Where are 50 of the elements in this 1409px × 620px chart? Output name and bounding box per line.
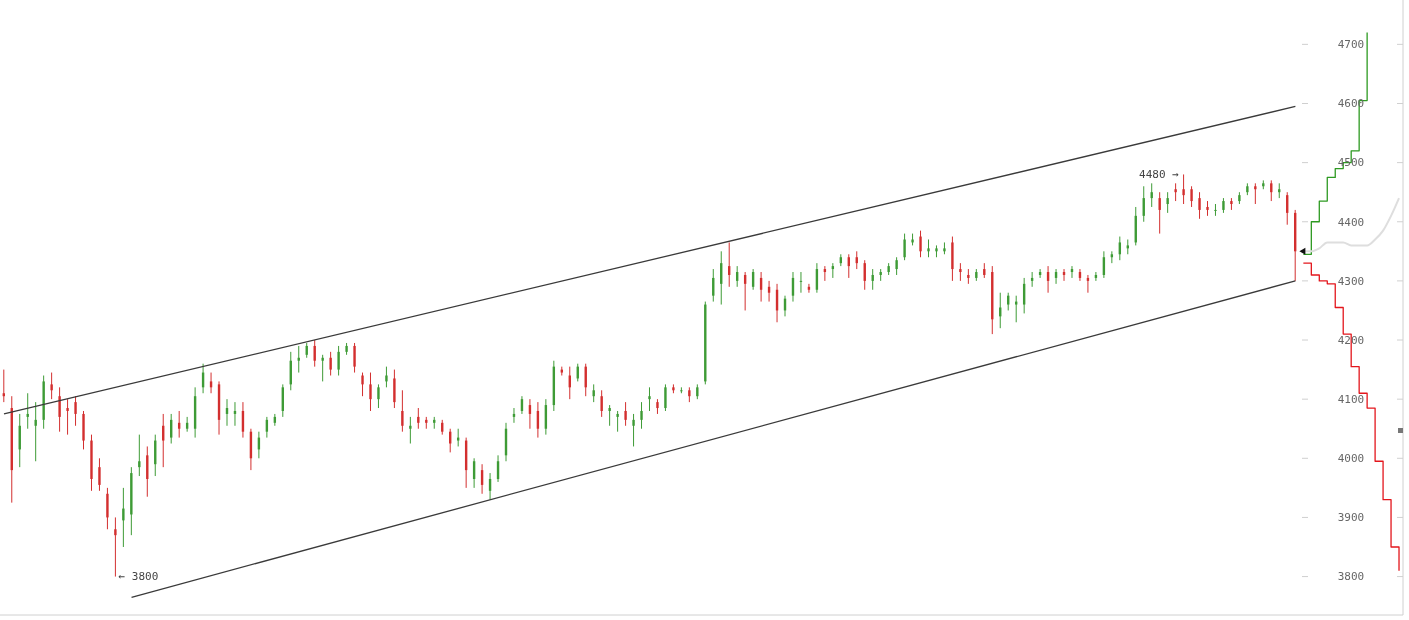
candlestick [664, 383, 667, 412]
candlestick [624, 401, 627, 427]
candlestick [648, 386, 651, 412]
candlestick [34, 401, 37, 462]
candlestick [50, 372, 53, 400]
candlestick [66, 398, 69, 436]
candlestick [903, 233, 906, 261]
y-tick-label: 4000 [1337, 452, 1365, 466]
candlestick [138, 434, 141, 477]
y-tick-label: 4300 [1337, 274, 1365, 288]
candlestick [393, 369, 396, 409]
candlestick [361, 372, 364, 397]
candlestick [1190, 185, 1193, 208]
y-tick-label: 3800 [1337, 570, 1365, 584]
y-tick-label: 4400 [1337, 215, 1365, 229]
candlestick [106, 487, 109, 530]
y-tick-label: 4100 [1337, 393, 1365, 407]
candlestick [313, 339, 316, 368]
y-tick-label: 3900 [1337, 511, 1365, 525]
candlestick [74, 395, 77, 427]
candlestick [799, 271, 803, 294]
candlestick [919, 230, 922, 258]
candlestick [600, 389, 603, 418]
candlestick [616, 410, 619, 433]
candlestick [632, 413, 635, 447]
candlestick [98, 457, 101, 492]
candlestick [377, 383, 380, 409]
candlestick [385, 366, 388, 388]
candlestick [1158, 191, 1161, 235]
candlestick [122, 487, 125, 548]
annotation: ← 3800 [118, 570, 159, 584]
candlestick [1254, 182, 1257, 205]
candlestick [401, 389, 404, 433]
candlestick [353, 342, 356, 374]
candlestick [329, 351, 332, 376]
candlestick [1182, 173, 1185, 205]
candlestick [337, 345, 340, 376]
candlestick [608, 404, 611, 427]
candlestick [369, 372, 372, 412]
candlestick [114, 516, 117, 578]
annotation: 4480 → [1139, 168, 1180, 182]
candlestick [640, 401, 643, 430]
candlestick [417, 407, 420, 430]
candlestick [1198, 191, 1201, 220]
candlestick [409, 416, 412, 445]
y-tick-label: 4700 [1337, 38, 1365, 52]
candlestick [321, 354, 324, 382]
candlestick [1166, 191, 1169, 214]
candlestick [58, 386, 61, 433]
candlestick [1214, 203, 1217, 217]
